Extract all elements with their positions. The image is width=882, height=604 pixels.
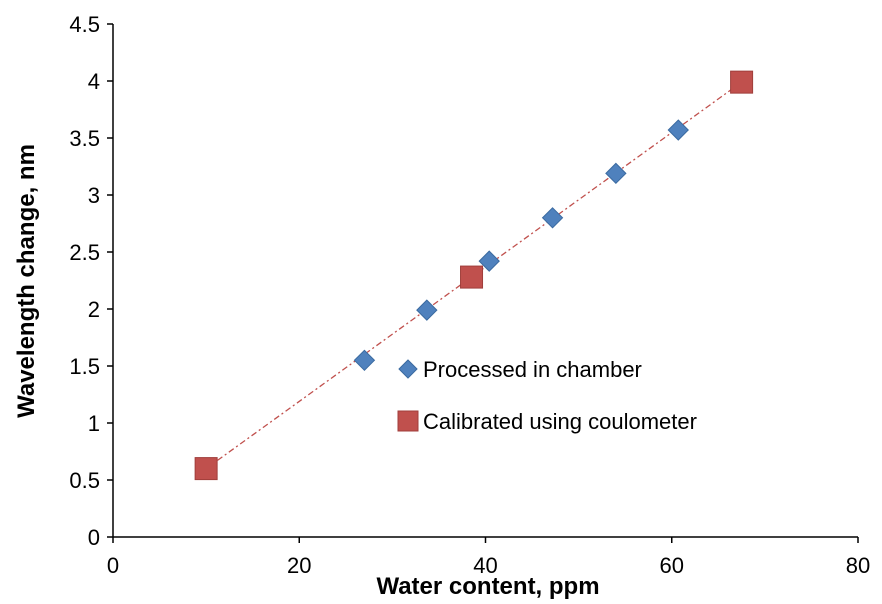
y-tick-label: 4.5 (69, 12, 100, 37)
x-tick-label: 40 (473, 553, 497, 578)
y-tick-label: 0.5 (69, 468, 100, 493)
x-tick-label: 20 (287, 553, 311, 578)
x-tick-label: 0 (107, 553, 119, 578)
legend-label: Calibrated using coulometer (423, 409, 697, 434)
processed-point (478, 250, 500, 272)
calibrated-point (194, 457, 218, 481)
processed-point (667, 119, 689, 141)
legend: Processed in chamber Calibrated using cou… (397, 357, 697, 434)
trendline (205, 81, 742, 470)
x-tick-label: 80 (846, 553, 870, 578)
y-tick-label: 2.5 (69, 240, 100, 265)
x-axis-ticks: 0 20 40 60 80 (107, 537, 870, 578)
y-axis-title: Wavelength change, nm (13, 144, 40, 418)
processed-point (605, 162, 627, 185)
y-axis-ticks: 0 0.5 1 1.5 2 2.5 3 3.5 4 4.5 (69, 12, 113, 550)
y-tick-label: 0 (88, 525, 100, 550)
trendline-group (205, 81, 742, 470)
calibrated-point (460, 265, 484, 289)
x-tick-label: 60 (660, 553, 684, 578)
plot-frame (112, 24, 858, 538)
data-points (194, 70, 754, 481)
processed-point (541, 207, 564, 229)
y-tick-label: 1 (88, 411, 100, 436)
processed-point (353, 349, 376, 372)
y-tick-label: 4 (88, 69, 100, 94)
y-tick-label: 2 (88, 297, 100, 322)
x-axis-title: Water content, ppm (376, 573, 599, 600)
processed-point (416, 299, 438, 321)
y-tick-label: 1.5 (69, 354, 100, 379)
legend-diamond-marker (398, 359, 418, 379)
legend-square-marker (397, 410, 419, 432)
legend-label: Processed in chamber (423, 357, 642, 382)
y-tick-label: 3.5 (69, 126, 100, 151)
calibrated-point (730, 70, 754, 94)
y-tick-label: 3 (88, 183, 100, 208)
